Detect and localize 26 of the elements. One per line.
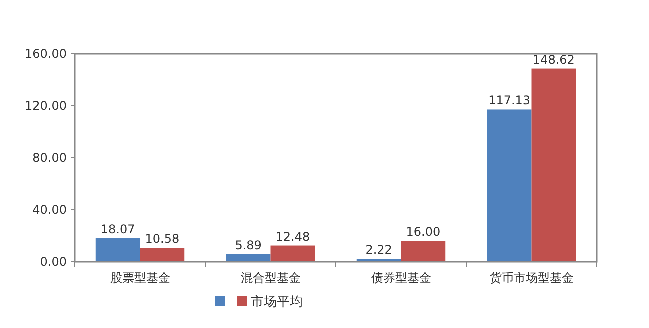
bar: [532, 68, 576, 262]
bar: [270, 246, 316, 262]
legend: 市场平均: [215, 295, 303, 310]
text: 2.22: [366, 243, 392, 258]
y-tick-label: 80.00: [32, 151, 67, 165]
bar: [401, 241, 446, 262]
legend-label: 市场平均: [251, 295, 303, 310]
bar: [226, 254, 271, 262]
y-tick-label: 0.00: [40, 255, 67, 269]
y-tick-label: 160.00: [25, 47, 67, 61]
x-tick-label: 货币市场型基金: [490, 271, 574, 285]
x-tick-label: 混合型基金: [240, 271, 301, 285]
y-tick-label: 40.00: [32, 203, 67, 217]
text: 5.89: [235, 238, 262, 252]
text: 16.00: [406, 225, 441, 240]
x-tick-label: 股票型基金: [110, 271, 170, 285]
y-tick-label: 120.00: [25, 99, 67, 113]
text: 12.48: [276, 230, 310, 244]
text: 117.13: [488, 94, 531, 108]
x-tick-label: 债券型基金: [371, 271, 432, 285]
bar: [96, 238, 140, 262]
text: 148.62: [532, 52, 575, 67]
text: 10.58: [145, 232, 180, 246]
text: 18.07: [100, 222, 136, 237]
bar: [487, 110, 532, 262]
bar: [140, 248, 185, 262]
